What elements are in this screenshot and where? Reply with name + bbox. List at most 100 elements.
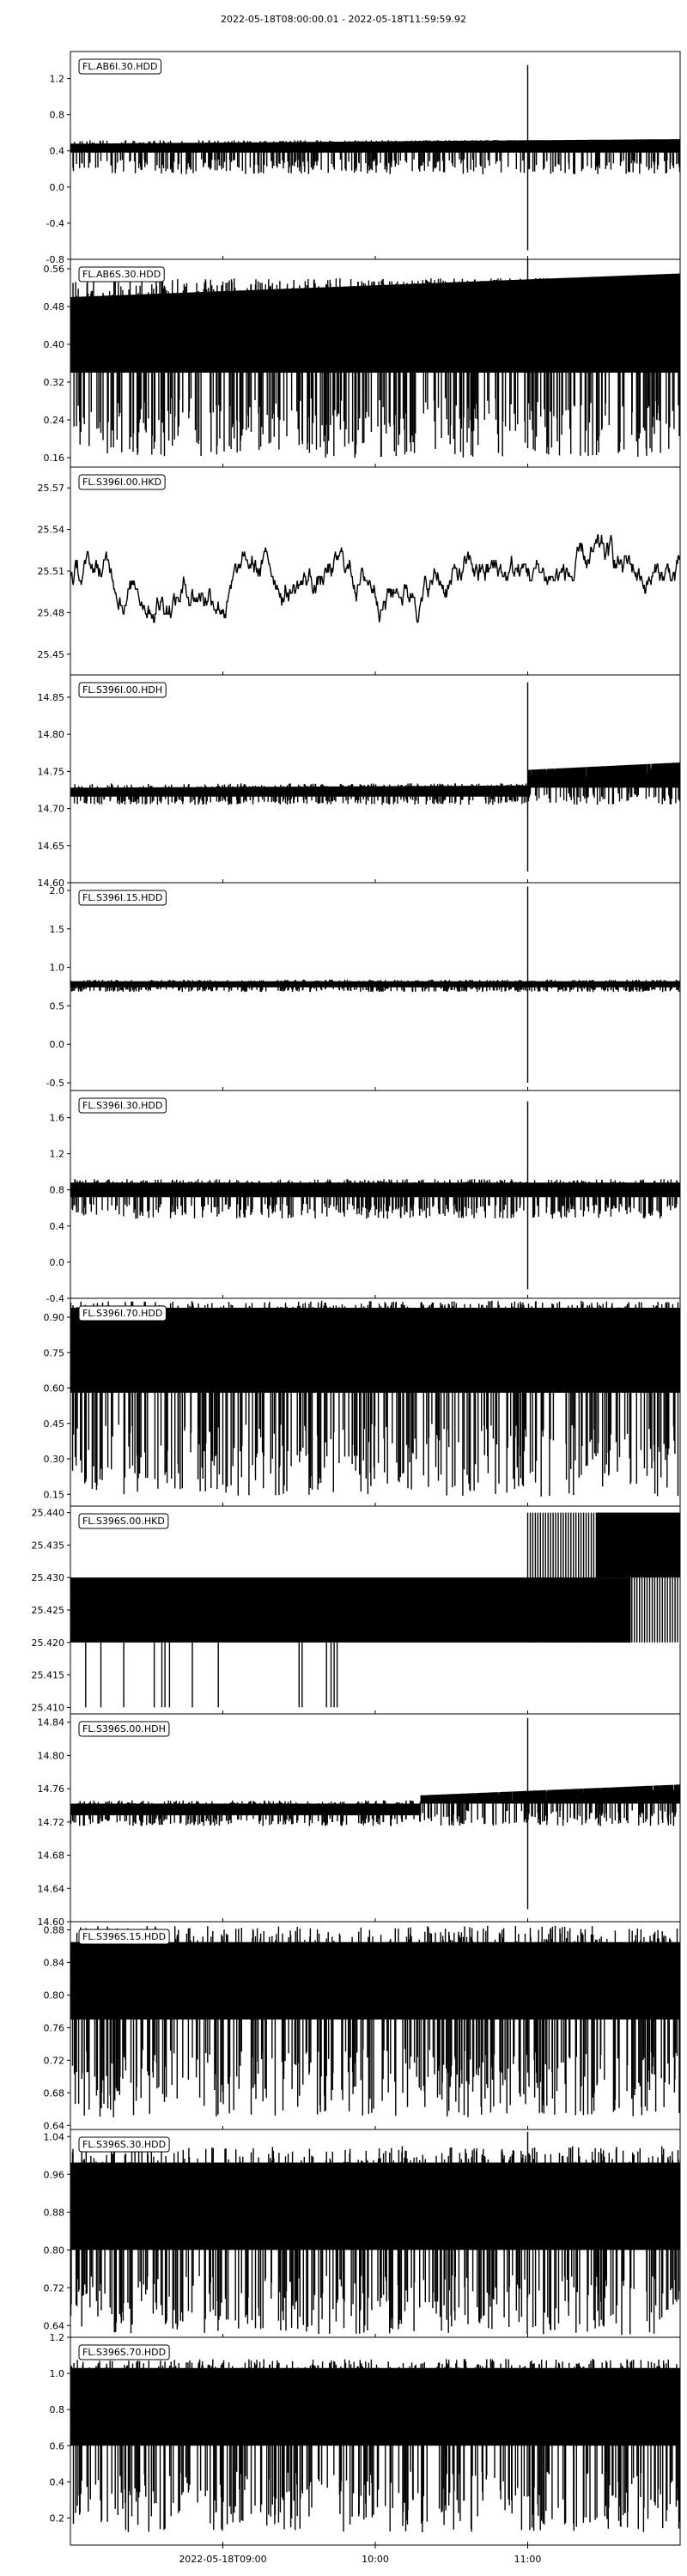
trace-panel: 14.85 14.80 14.75 14.70 14.65 14.60 FL.S396I.0… — [38, 674, 681, 889]
station-label: FL.S396S.70.HDD — [82, 2347, 166, 2358]
y-tick-label: 0.16 — [44, 453, 65, 464]
station-label: FL.AB6I.30.HDD — [82, 61, 157, 72]
trace-body — [70, 682, 680, 872]
station-label: FL.S396I.70.HDD — [82, 1308, 162, 1319]
y-tick-label: 14.65 — [38, 841, 65, 852]
state-block — [596, 1512, 680, 1578]
station-label: FL.S396I.30.HDD — [82, 1100, 162, 1111]
y-tick-label: 14.76 — [38, 1783, 65, 1795]
station-label: FL.S396I.15.HDD — [82, 892, 162, 903]
station-label-box — [78, 1929, 170, 1945]
trace-body — [70, 886, 680, 1083]
y-tick-label: 25.435 — [32, 1540, 65, 1551]
y-tick-label: 25.54 — [38, 525, 65, 536]
y-tick-label: 25.430 — [32, 1572, 65, 1583]
waveform-line — [85, 1512, 678, 1708]
y-tick-label: 0.75 — [44, 1347, 65, 1358]
x-tick-label: 10:00 — [362, 2554, 389, 2565]
trace-panel: 0.56 0.48 0.40 0.32 0.24 0.16 FL.AB6S.30.HDD — [44, 258, 681, 468]
y-tick-label: 0.80 — [44, 1990, 65, 2001]
trace-body — [70, 1101, 680, 1290]
trace-panel: 14.84 14.80 14.76 14.72 14.68 14.64 14.60 FL.S3… — [38, 1713, 681, 1928]
trace-panel: 2.0 1.5 1.0 0.5 0.0 -0.5 FL.S396I.15.HDD — [46, 882, 681, 1091]
y-tick-label: 14.64 — [38, 1883, 65, 1894]
y-tick-label: 0.8 — [50, 2404, 65, 2415]
y-tick-label: 0.24 — [44, 415, 65, 426]
y-tick-label: 14.60 — [38, 1917, 65, 1928]
waveform-line — [70, 2131, 680, 2336]
y-tick-label: -0.4 — [46, 1293, 64, 1304]
station-label-box — [78, 2136, 170, 2153]
station-label: FL.S396I.00.HDH — [82, 684, 162, 696]
y-tick-label: 14.60 — [38, 878, 65, 889]
state-block — [70, 1577, 631, 1643]
y-tick-label: 0.84 — [44, 1957, 65, 1968]
trace-body — [70, 2359, 680, 2533]
y-tick-label: 0.76 — [44, 2022, 65, 2033]
waveform-line — [70, 64, 680, 251]
trace-body — [70, 534, 680, 623]
y-tick-label: 0.8 — [50, 1185, 65, 1196]
y-tick-label: 2.0 — [50, 885, 65, 896]
y-tick-label: 25.48 — [38, 607, 65, 618]
y-tick-label: 0.30 — [44, 1454, 65, 1465]
y-tick-label: 0.8 — [50, 110, 65, 121]
y-tick-label: 0.72 — [44, 2282, 65, 2293]
trace-panel: 1.04 0.96 0.88 0.80 0.72 0.64 FL.S396S.30.HDD — [44, 2129, 681, 2338]
station-label-box — [78, 682, 167, 698]
trace-body — [70, 1512, 680, 1708]
station-label: FL.AB6S.30.HDD — [82, 269, 161, 280]
y-tick-label: 0.64 — [44, 2120, 65, 2131]
y-tick-label: 25.45 — [38, 649, 65, 660]
y-tick-label: 1.6 — [50, 1113, 65, 1124]
waveform-line — [70, 1101, 680, 1290]
y-tick-label: 0.0 — [50, 182, 65, 193]
y-tick-label: 0.68 — [44, 2087, 65, 2099]
station-label: FL.S396I.00.HKD — [82, 477, 161, 488]
y-tick-label: 25.440 — [32, 1508, 65, 1519]
trace-body — [70, 259, 680, 458]
y-tick-label: 14.80 — [38, 1750, 65, 1761]
y-tick-label: 25.410 — [32, 1702, 65, 1713]
y-tick-label: 0.40 — [44, 339, 65, 350]
station-label-box — [78, 1513, 169, 1529]
station-label-box — [78, 474, 166, 490]
trace-body — [70, 2131, 680, 2336]
trace-panel: 25.440 25.435 25.430 25.425 25.420 25.415 25.4… — [32, 1505, 681, 1715]
station-label: FL.S396S.00.HDH — [82, 1723, 166, 1735]
station-label-box — [78, 58, 161, 75]
waveform-line — [70, 259, 680, 458]
trace-panels: 1.20.80.40.0-0.4-0.8FL.AB6I.30.HDD0.560.… — [32, 51, 681, 2546]
y-tick-label: 0.15 — [44, 1489, 65, 1500]
y-tick-label: 0.88 — [44, 1924, 65, 1935]
y-tick-label: 0.5 — [50, 1000, 65, 1012]
y-tick-label: 1.2 — [50, 74, 65, 85]
y-tick-label: 25.415 — [32, 1670, 65, 1681]
station-label-box — [78, 1097, 167, 1114]
waveform-line — [70, 682, 680, 872]
trace-panel: 1.2 0.8 0.4 0.0 -0.4 -0.8 FL.AB6I.30.HDD — [46, 51, 681, 265]
y-tick-label: 0.6 — [50, 2440, 65, 2451]
figure-title: 2022-05-18T08:00:00.01 - 2022-05-18T11:5… — [221, 14, 466, 25]
y-tick-label: 0.48 — [44, 301, 65, 313]
trace-panel: 1.2 1.0 0.8 0.6 0.4 0.2 FL.S396S.70.HDD — [50, 2332, 681, 2546]
y-tick-label: 0.4 — [50, 2476, 65, 2488]
station-label-box — [78, 1305, 167, 1321]
y-tick-label: 25.420 — [32, 1637, 65, 1649]
trace-body — [70, 1717, 680, 1910]
y-tick-label: 14.70 — [38, 804, 65, 815]
y-tick-label: 0.90 — [44, 1312, 65, 1323]
y-tick-label: 0.2 — [50, 2512, 65, 2524]
waveform-line — [70, 1717, 680, 1910]
trace-body — [70, 1925, 680, 2117]
y-tick-label: 0.32 — [44, 377, 65, 388]
x-tick-label: 2022-05-18T09:00 — [179, 2554, 266, 2565]
y-tick-label: 0.0 — [50, 1257, 65, 1268]
y-tick-label: 0.96 — [44, 2169, 65, 2180]
station-label-box — [78, 890, 167, 906]
x-tick-label: 11:00 — [514, 2554, 542, 2565]
y-tick-label: 0.72 — [44, 2055, 65, 2066]
station-label-box — [78, 1721, 170, 1737]
y-tick-label: 0.4 — [50, 146, 65, 157]
